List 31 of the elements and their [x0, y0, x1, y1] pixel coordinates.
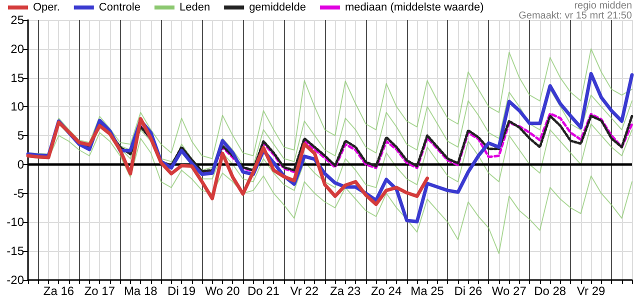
y-tick-label: 5 — [17, 128, 24, 143]
x-tick-label: Wo 20 — [205, 284, 240, 298]
x-tick-label: Zo 17 — [84, 284, 116, 298]
x-tick-label: Di 19 — [168, 284, 196, 298]
y-tick-label: -15 — [6, 244, 24, 258]
y-tick-label: 25 — [10, 13, 24, 27]
x-tick-label: Wo 27 — [492, 284, 527, 298]
legend-label: mediaan (middelste waarde) — [344, 2, 484, 14]
y-tick-label: 0 — [17, 157, 24, 172]
x-tick-label: Do 28 — [534, 284, 566, 298]
x-tick-label: Zo 24 — [370, 284, 402, 298]
y-tick-label: -10 — [6, 215, 24, 230]
y-tick-label: 15 — [10, 70, 24, 85]
annotation: Gemaakt: vr 15 mrt 21:50 — [518, 10, 632, 22]
x-tick-label: Za 23 — [330, 284, 362, 298]
x-tick-label: Za 16 — [43, 284, 74, 298]
text: regio midden — [574, 0, 632, 12]
legend-label: Controle — [98, 2, 140, 14]
x-tick-label: Ma 25 — [410, 284, 444, 298]
y-tick-label: -5 — [13, 186, 24, 200]
y-tick-label: -20 — [6, 273, 24, 287]
y-tick-label: 20 — [10, 42, 24, 56]
legend-label: Leden — [179, 2, 210, 14]
x-tick-label: Vr 29 — [576, 284, 606, 298]
x-tick-label: Ma 18 — [124, 284, 158, 298]
legend-label: Oper. — [33, 2, 60, 14]
y-tick-label: 10 — [10, 100, 24, 114]
x-tick-label: Vr 22 — [290, 284, 319, 298]
x-tick-label: Do 21 — [247, 284, 280, 298]
x-tick-label: Di 26 — [454, 284, 483, 298]
legend-label: gemiddelde — [249, 2, 306, 14]
